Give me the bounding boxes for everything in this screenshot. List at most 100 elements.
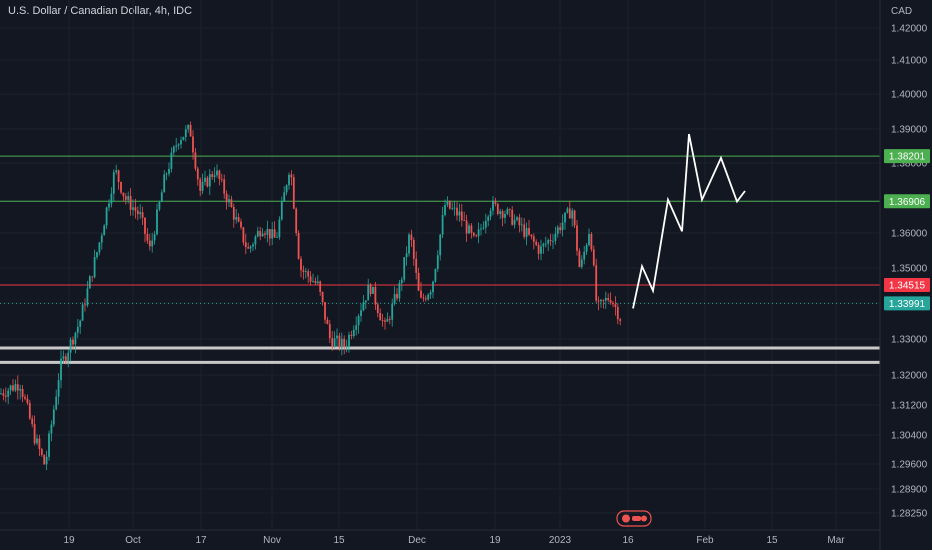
candle-body [225, 193, 228, 203]
candle-body [367, 284, 370, 301]
candle-body [588, 233, 590, 246]
candle-body [338, 335, 341, 348]
price-tick-label: 1.40000 [891, 90, 928, 101]
candle-body [278, 219, 281, 238]
candle-body [141, 212, 144, 218]
candle-body [595, 265, 598, 301]
candle-body [532, 236, 535, 242]
candle-body [189, 124, 192, 137]
candle-body [333, 338, 336, 348]
candle-body [108, 203, 110, 208]
price-axis[interactable]: CAD 1.420001.410001.400001.390001.380001… [880, 0, 932, 550]
candle-body [117, 170, 120, 183]
candle-body [168, 168, 170, 174]
time-tick-label: 17 [195, 535, 207, 546]
candle-body [204, 177, 206, 182]
candle-body [60, 358, 62, 381]
candle-body [38, 438, 41, 450]
candle-body [417, 272, 420, 291]
candle-body [566, 208, 569, 213]
candle-body [26, 398, 29, 403]
candle-body [619, 319, 622, 321]
time-tick-label: Nov [263, 535, 281, 546]
currency-label: CAD [891, 6, 912, 17]
candle-body [249, 246, 252, 249]
candle-body [415, 258, 418, 273]
time-tick-label: Mar [827, 535, 845, 546]
price-tick-label: 1.30400 [891, 431, 928, 442]
chart-title: U.S. Dollar / Canadian Dollar, 4h, IDC [8, 5, 193, 17]
candle-body [295, 208, 298, 234]
candle-body [427, 294, 430, 300]
candle-body [492, 200, 494, 211]
candle-body [465, 220, 468, 234]
price-label-box [884, 277, 930, 292]
candle-body [410, 234, 413, 240]
time-tick-label: 16 [622, 535, 634, 546]
candle-body [273, 229, 276, 238]
candle-body [230, 199, 233, 207]
candle-body [559, 227, 562, 231]
current-price-text: 1.33991 [889, 299, 926, 310]
candle-body [477, 229, 480, 237]
candle-body [16, 384, 19, 391]
candle-body [609, 300, 612, 303]
candle-body [98, 242, 101, 253]
candle-body [120, 182, 122, 193]
candle-body [391, 303, 394, 320]
candle-body [192, 136, 194, 153]
candle-body [146, 233, 149, 241]
candle-body [76, 326, 79, 333]
candle-body [124, 196, 127, 200]
candle-body [252, 244, 254, 247]
candle-body [499, 211, 502, 214]
candle-body [180, 140, 182, 145]
candle-body [319, 281, 322, 292]
candle-body [271, 229, 274, 239]
candle-body [374, 286, 377, 305]
candle-body [504, 214, 506, 218]
candle-body [165, 173, 168, 175]
candle-body [96, 252, 98, 258]
candle-body [398, 283, 401, 299]
candle-body [376, 304, 379, 313]
candle-body [144, 217, 146, 234]
candle-body [350, 334, 353, 336]
candle-body [297, 233, 300, 259]
candle-body [388, 318, 391, 320]
candle-body [525, 228, 528, 237]
candle-body [285, 185, 288, 193]
candle-body [324, 302, 326, 320]
time-tick-label: 15 [766, 535, 778, 546]
candle-body [4, 395, 7, 397]
candle-body [81, 304, 84, 321]
candle-body [292, 177, 295, 209]
candles [0, 121, 622, 471]
candle-body [223, 179, 226, 194]
candle-body [561, 222, 564, 231]
candle-body [441, 215, 444, 235]
candle-body [194, 152, 197, 169]
candle-body [216, 170, 218, 176]
candle-body [612, 302, 614, 305]
time-axis[interactable]: 19 Oct 17 Nov 15 Dec 19 2023 16 Feb 15 Mar [0, 0, 881, 550]
candle-body [316, 281, 319, 284]
candle-body [139, 212, 142, 215]
candle-body [312, 281, 314, 282]
candle-body [607, 298, 610, 301]
candle-body [50, 424, 53, 434]
candle-body [242, 227, 245, 243]
candle-body [604, 298, 607, 301]
candle-body [115, 170, 118, 173]
candle-body [232, 206, 235, 220]
time-tick-label: Dec [408, 535, 426, 546]
candle-body [484, 220, 487, 228]
candle-body [520, 224, 523, 226]
candle-body [184, 129, 187, 137]
candle-body [170, 152, 173, 169]
candle-body [240, 221, 242, 228]
candle-body [405, 253, 408, 258]
candle-body [67, 352, 70, 362]
candle-body [79, 320, 82, 327]
